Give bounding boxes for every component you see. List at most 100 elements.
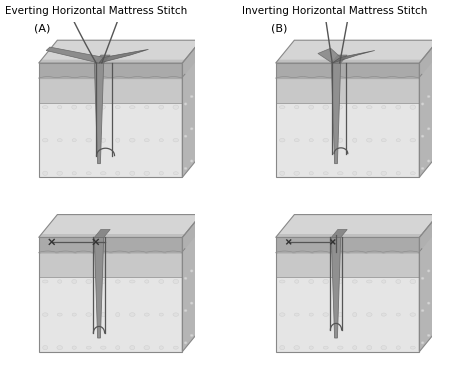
Polygon shape xyxy=(276,252,419,278)
Polygon shape xyxy=(39,237,182,252)
Ellipse shape xyxy=(396,346,401,349)
Ellipse shape xyxy=(280,171,285,175)
Ellipse shape xyxy=(173,313,179,316)
Ellipse shape xyxy=(280,345,285,350)
Ellipse shape xyxy=(309,139,313,142)
Ellipse shape xyxy=(129,313,135,316)
Ellipse shape xyxy=(323,346,328,349)
Ellipse shape xyxy=(337,172,343,175)
Ellipse shape xyxy=(338,138,343,142)
Ellipse shape xyxy=(173,105,179,109)
Polygon shape xyxy=(331,237,341,338)
Ellipse shape xyxy=(144,313,149,316)
Ellipse shape xyxy=(72,105,77,109)
Ellipse shape xyxy=(116,346,120,349)
Ellipse shape xyxy=(184,309,187,312)
Ellipse shape xyxy=(421,309,424,312)
Ellipse shape xyxy=(196,152,199,155)
Ellipse shape xyxy=(72,279,77,283)
Ellipse shape xyxy=(129,280,135,283)
Ellipse shape xyxy=(295,280,299,283)
Ellipse shape xyxy=(338,280,342,283)
Polygon shape xyxy=(276,60,422,63)
Ellipse shape xyxy=(144,345,150,350)
Ellipse shape xyxy=(381,139,386,142)
Polygon shape xyxy=(94,229,110,237)
Ellipse shape xyxy=(116,138,120,142)
Ellipse shape xyxy=(159,105,164,109)
Ellipse shape xyxy=(58,105,62,109)
Ellipse shape xyxy=(410,105,416,109)
Ellipse shape xyxy=(144,139,149,142)
Ellipse shape xyxy=(145,105,149,109)
Polygon shape xyxy=(318,48,341,63)
Polygon shape xyxy=(182,40,201,177)
Ellipse shape xyxy=(144,171,150,175)
Ellipse shape xyxy=(433,152,436,155)
Polygon shape xyxy=(39,60,185,63)
Ellipse shape xyxy=(190,95,193,98)
Polygon shape xyxy=(46,47,104,63)
Ellipse shape xyxy=(184,342,187,344)
Ellipse shape xyxy=(43,171,48,175)
Ellipse shape xyxy=(130,345,135,350)
Ellipse shape xyxy=(427,95,430,98)
Ellipse shape xyxy=(366,280,372,283)
Polygon shape xyxy=(39,278,182,352)
Ellipse shape xyxy=(294,346,300,349)
Polygon shape xyxy=(331,229,347,237)
Polygon shape xyxy=(39,40,201,63)
Ellipse shape xyxy=(295,105,299,109)
Ellipse shape xyxy=(184,103,187,105)
Polygon shape xyxy=(331,55,347,63)
Polygon shape xyxy=(276,63,419,78)
Ellipse shape xyxy=(184,135,187,137)
Ellipse shape xyxy=(279,280,285,283)
Ellipse shape xyxy=(190,334,193,336)
Ellipse shape xyxy=(159,346,164,349)
Polygon shape xyxy=(276,234,422,237)
Polygon shape xyxy=(39,103,182,177)
Ellipse shape xyxy=(279,138,285,142)
Ellipse shape xyxy=(381,345,387,350)
Polygon shape xyxy=(419,40,438,78)
Ellipse shape xyxy=(72,346,76,349)
Ellipse shape xyxy=(309,313,313,316)
Polygon shape xyxy=(276,78,419,103)
Polygon shape xyxy=(39,63,182,78)
Polygon shape xyxy=(94,63,104,164)
Ellipse shape xyxy=(58,280,62,283)
Polygon shape xyxy=(419,214,438,252)
Text: (A): (A) xyxy=(34,24,50,34)
Ellipse shape xyxy=(159,171,164,175)
Ellipse shape xyxy=(427,128,430,130)
Polygon shape xyxy=(39,234,185,237)
Ellipse shape xyxy=(184,167,187,170)
Ellipse shape xyxy=(381,171,387,175)
Ellipse shape xyxy=(42,106,48,109)
Ellipse shape xyxy=(159,280,164,283)
Ellipse shape xyxy=(129,106,135,109)
Ellipse shape xyxy=(184,277,187,280)
Ellipse shape xyxy=(338,105,342,109)
Polygon shape xyxy=(94,55,110,63)
Ellipse shape xyxy=(72,139,76,142)
Ellipse shape xyxy=(159,139,164,142)
Ellipse shape xyxy=(323,138,328,142)
Ellipse shape xyxy=(190,302,193,304)
Ellipse shape xyxy=(130,171,135,175)
Ellipse shape xyxy=(115,280,120,283)
Ellipse shape xyxy=(309,279,314,283)
Ellipse shape xyxy=(396,171,401,175)
Ellipse shape xyxy=(43,345,48,350)
Ellipse shape xyxy=(323,279,328,284)
Ellipse shape xyxy=(196,120,199,122)
Polygon shape xyxy=(276,40,438,63)
Ellipse shape xyxy=(196,295,199,297)
Ellipse shape xyxy=(101,105,105,109)
Ellipse shape xyxy=(116,171,120,175)
Ellipse shape xyxy=(381,313,386,316)
Polygon shape xyxy=(182,214,201,352)
Ellipse shape xyxy=(421,167,424,170)
Ellipse shape xyxy=(190,160,193,162)
